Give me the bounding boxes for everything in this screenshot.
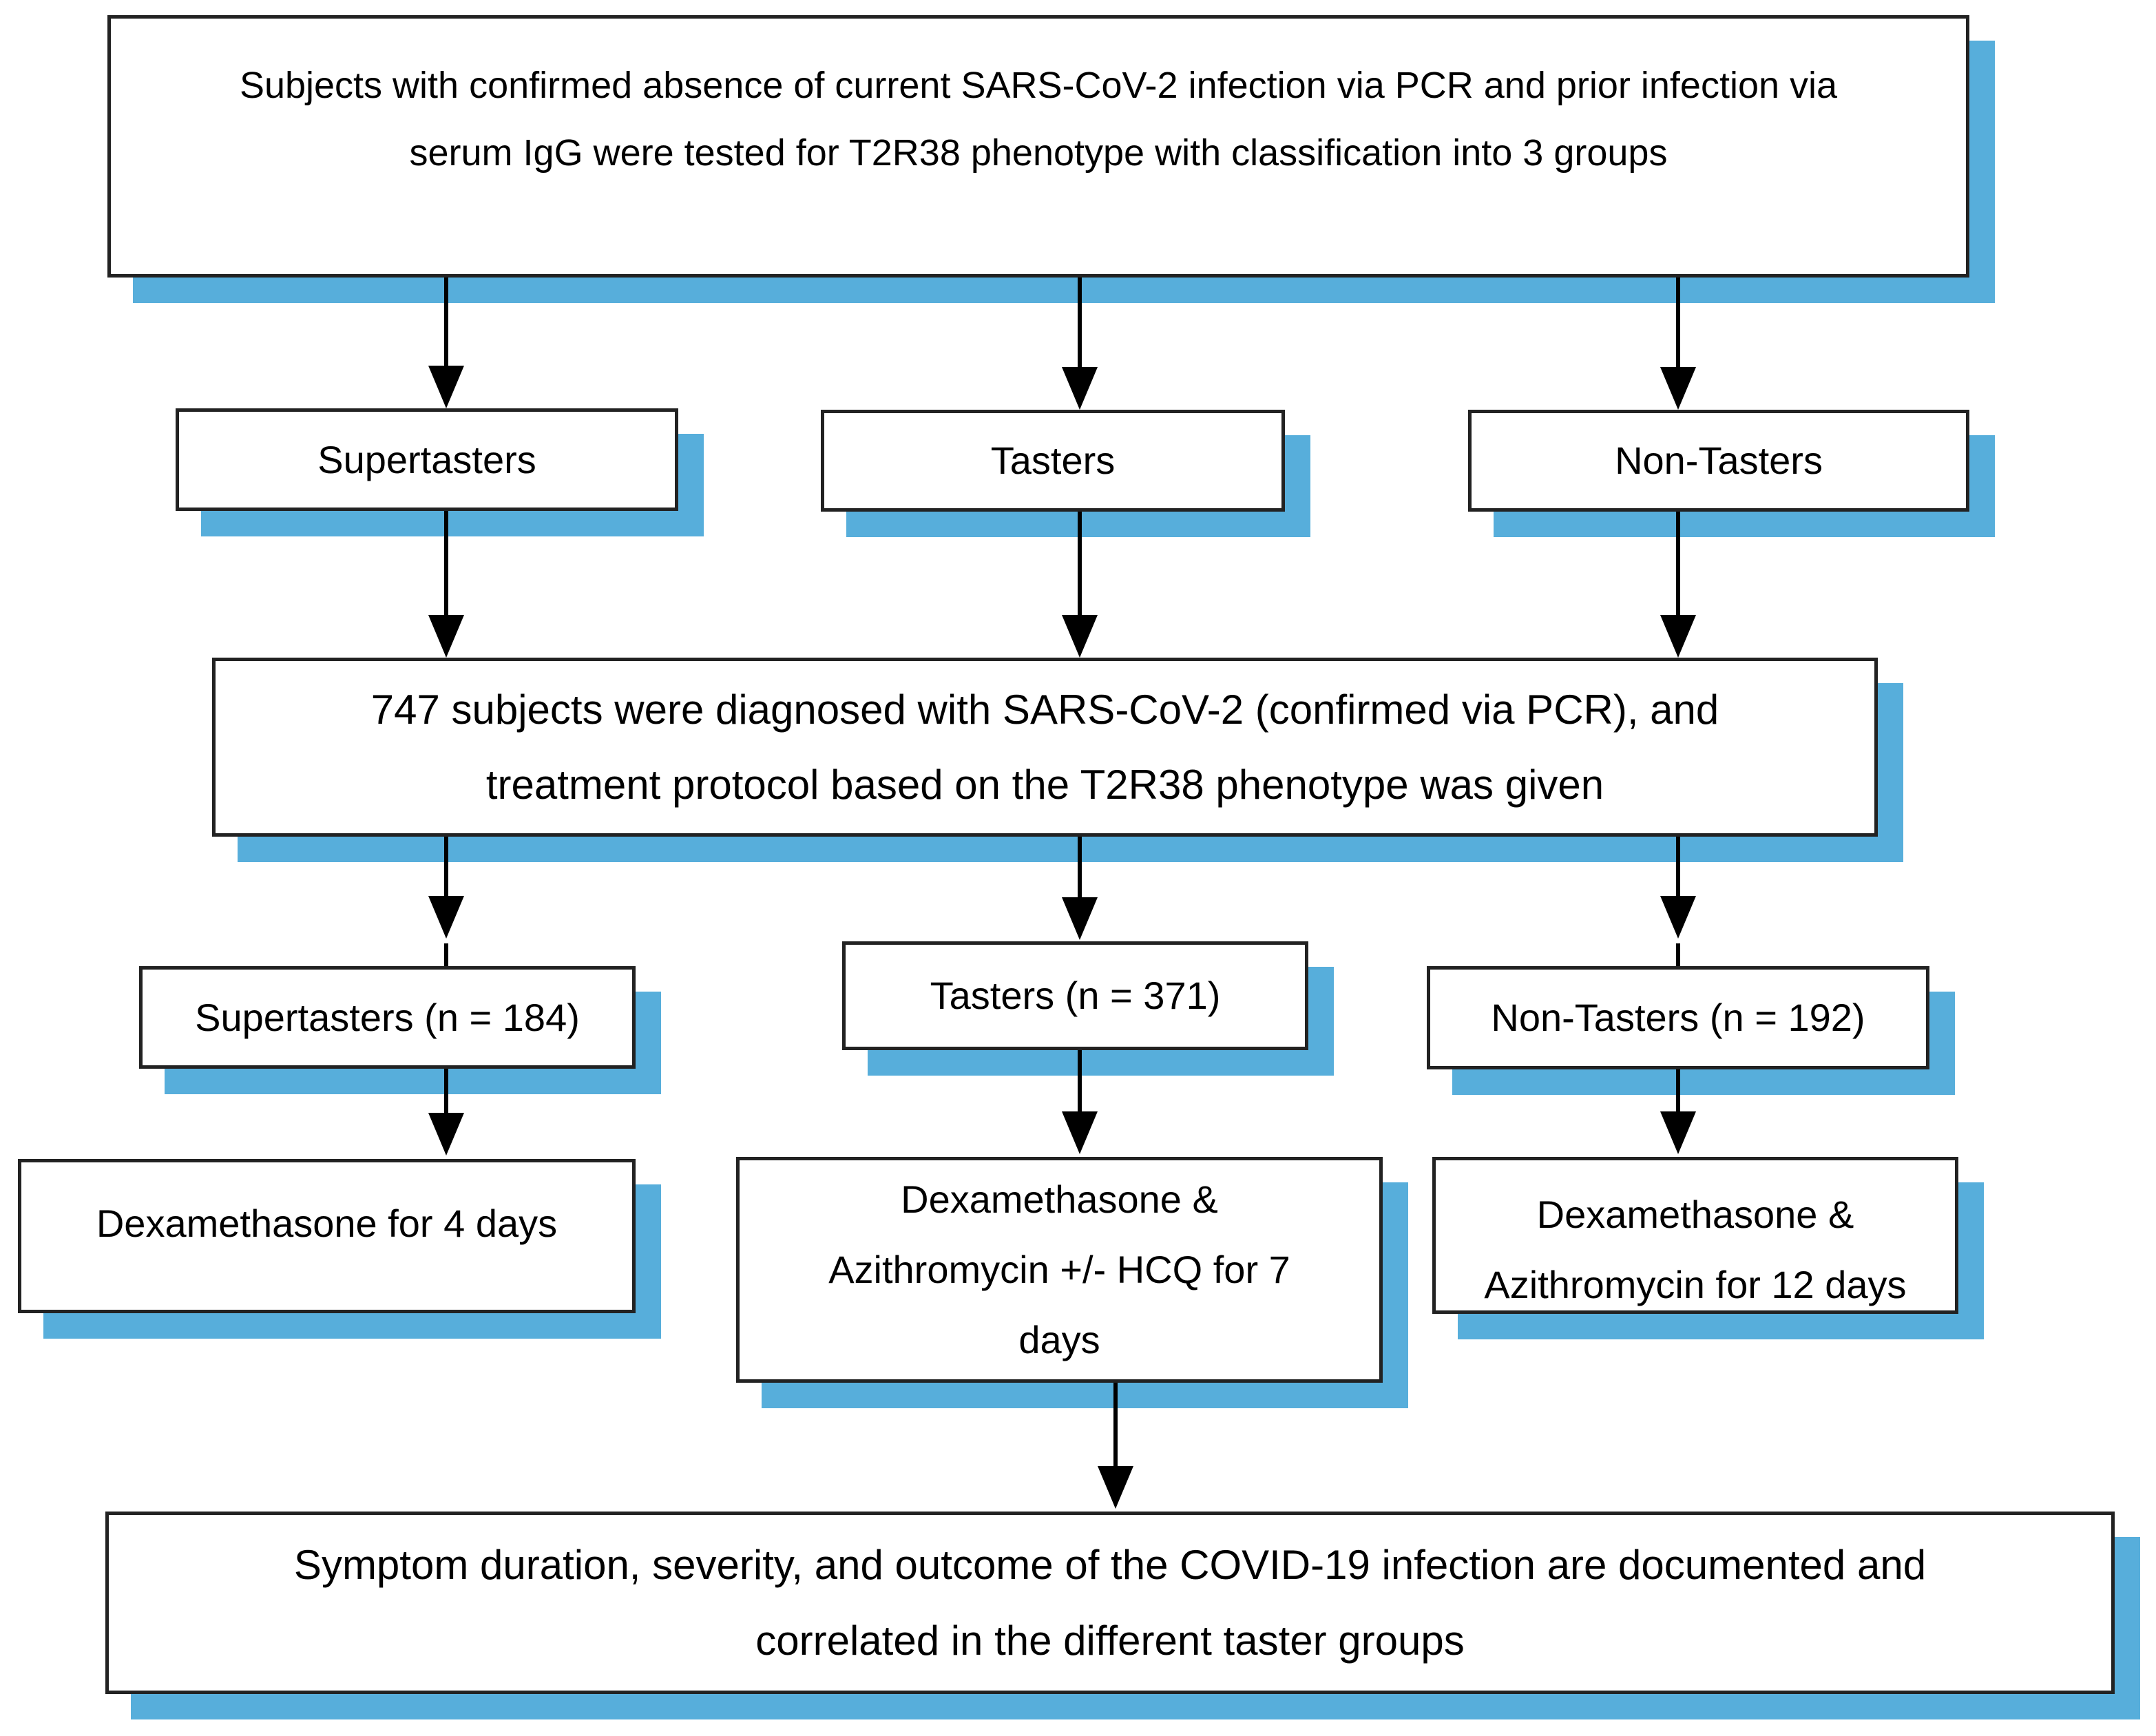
treatment-non-tasters-label: Dexamethasone & Azithromycin for 12 days (1484, 1193, 1907, 1306)
supertasters-label: Supertasters (317, 437, 536, 481)
supertasters-n-label: Supertasters (n = 184) (195, 995, 580, 1039)
treatment-tasters-label: Dexamethasone & Azithromycin +/- HCQ for… (828, 1178, 1290, 1361)
screening-box: Subjects with confirmed absence of curre… (107, 15, 1969, 278)
arrow-screening-non-tasters (1660, 278, 1696, 410)
treatment-supertasters-label: Dexamethasone for 4 days (96, 1202, 558, 1245)
tasters-n-box: Tasters (n = 371) (842, 941, 1308, 1050)
treatment-non-tasters-box: Dexamethasone & Azithromycin for 12 days (1432, 1157, 1958, 1314)
arrow-supertasters-n-treatment (428, 1069, 464, 1155)
treatment-tasters-box: Dexamethasone & Azithromycin +/- HCQ for… (736, 1157, 1383, 1383)
outcome-box: Symptom duration, severity, and outcome … (105, 1512, 2115, 1694)
arrow-diagnosis-tasters-n (1062, 837, 1098, 940)
arrow-non-tasters-n-treatment (1660, 1069, 1696, 1154)
arrow-screening-supertasters (428, 278, 464, 408)
arrow-supertasters-diagnosis (428, 511, 464, 658)
diagnosis-text: 747 subjects were diagnosed with SARS-Co… (370, 686, 1719, 808)
supertasters-n-box: Supertasters (n = 184) (139, 966, 636, 1069)
arrow-diagnosis-supertasters-n (428, 837, 464, 966)
arrow-non-tasters-diagnosis (1660, 512, 1696, 658)
non-tasters-box: Non-Tasters (1468, 410, 1969, 512)
tasters-label: Tasters (990, 439, 1116, 483)
diagnosis-box: 747 subjects were diagnosed with SARS-Co… (212, 658, 1878, 837)
arrow-screening-tasters (1062, 278, 1098, 410)
tasters-n-label: Tasters (n = 371) (930, 974, 1221, 1018)
non-tasters-n-label: Non-Tasters (n = 192) (1491, 996, 1865, 1040)
arrow-diagnosis-non-tasters-n (1660, 837, 1696, 966)
arrow-treatment-outcome (1098, 1383, 1133, 1509)
tasters-box: Tasters (821, 410, 1285, 512)
non-tasters-label: Non-Tasters (1615, 439, 1823, 483)
non-tasters-n-box: Non-Tasters (n = 192) (1427, 966, 1929, 1069)
supertasters-box: Supertasters (176, 408, 678, 511)
outcome-text: Symptom duration, severity, and outcome … (293, 1542, 1927, 1664)
arrow-tasters-n-treatment (1062, 1050, 1098, 1154)
arrow-tasters-diagnosis (1062, 512, 1098, 658)
treatment-supertasters-box: Dexamethasone for 4 days (18, 1159, 636, 1313)
screening-text: Subjects with confirmed absence of curre… (239, 65, 1838, 174)
